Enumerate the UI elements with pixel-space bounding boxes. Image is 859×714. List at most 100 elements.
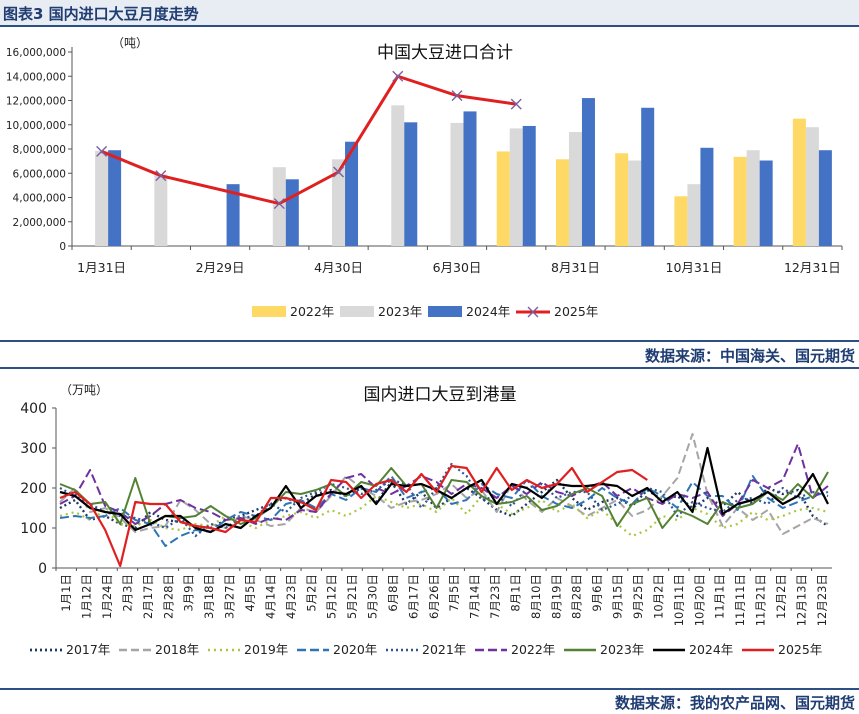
series-line-2022年	[59, 443, 829, 525]
chart1-x-label: 2月29日	[196, 260, 245, 275]
chart2-x-label: 4月23日	[284, 574, 298, 619]
legend2-label-2025年: 2025年	[778, 642, 822, 657]
marker-2025年-4	[392, 70, 404, 82]
chart2-x-label: 2月17日	[141, 574, 155, 619]
chart1-x-label: 8月31日	[551, 260, 600, 275]
bar-2022年-7	[496, 151, 510, 246]
chart1-y-tick-label: 16,000,000	[6, 47, 66, 59]
bar-2024年-2	[226, 184, 240, 246]
series-line-2019年	[59, 494, 829, 538]
chart2-x-label: 12月13日	[794, 574, 808, 626]
chart2-x-label: 6月26日	[427, 574, 441, 619]
legend-label-2025年: 2025年	[554, 304, 598, 319]
chart2-x-label: 6月17日	[406, 574, 420, 619]
divider-top	[0, 340, 859, 342]
bar-2024年-11	[759, 160, 773, 246]
chart1-title: 中国大豆进口合计	[377, 43, 513, 63]
marker-2025年-6	[510, 98, 522, 110]
legend2-label-2018年: 2018年	[155, 642, 199, 657]
chart2-x-label: 7月5日	[447, 574, 461, 612]
bar-2024年-3	[285, 179, 299, 246]
source-note-top: 数据来源：中国海关、国元期货	[644, 347, 855, 365]
legend2-label-2017年: 2017年	[66, 642, 110, 657]
legend2-label-2024年: 2024年	[689, 642, 733, 657]
legend2-label-2022年: 2022年	[511, 642, 555, 657]
chart2-x-label: 4月14日	[263, 574, 277, 619]
chart2-x-label: 3月27日	[223, 574, 237, 619]
chart2-title: 国内进口大豆到港量	[364, 385, 517, 405]
bar-2022年-10	[674, 196, 688, 246]
chart2-x-label: 2月28日	[161, 574, 175, 619]
chart1-y-tick-label: 2,000,000	[13, 217, 66, 229]
chart2-x-label: 1月12日	[80, 574, 94, 619]
chart2-x-label: 5月30日	[366, 574, 380, 619]
chart2-x-label: 2月3日	[120, 574, 134, 612]
chart1-x-label: 6月30日	[433, 260, 482, 275]
marker-2025年-3	[333, 166, 345, 178]
chart1-x-label: 10月31日	[666, 260, 723, 275]
chart2-x-label: 8月1日	[508, 574, 522, 612]
chart2-x-label: 10月2日	[651, 574, 665, 619]
chart2-x-label: 11月11日	[733, 574, 747, 626]
chart1-x-label: 1月31日	[77, 260, 126, 275]
bar-2024年-12	[818, 150, 832, 246]
series-line-2024年	[59, 446, 829, 534]
chart2-y-tick-label: 100	[20, 521, 47, 537]
bar-2023年-9	[628, 160, 642, 246]
chart2-unit: （万吨）	[60, 383, 108, 397]
chart2-x-label: 10月20日	[692, 574, 706, 626]
legend-swatch-2022年	[252, 306, 286, 317]
bar-2024年-4	[345, 141, 359, 246]
chart2-x-label: 12月2日	[774, 574, 788, 619]
chart2-x-label: 9月25日	[631, 574, 645, 619]
bar-2024年-6	[463, 111, 477, 246]
chart2-x-label: 5月2日	[304, 574, 318, 612]
series-line-2025年	[59, 464, 648, 568]
chart1-y-tick-label: 14,000,000	[6, 71, 66, 83]
chart1-x-label: 12月31日	[784, 260, 841, 275]
bar-2023年-5	[391, 105, 405, 246]
bar-2024年-8	[581, 98, 595, 246]
chart2-x-label: 5月12日	[325, 574, 339, 619]
chart1-y-tick-label: 8,000,000	[13, 144, 66, 156]
chart1-x-label: 4月30日	[314, 260, 363, 275]
figure-header: 图表3 国内进口大豆月度走势	[0, 0, 859, 27]
chart2-x-label: 8月19日	[549, 574, 563, 619]
legend2-label-2019年: 2019年	[244, 642, 288, 657]
figure-title: 图表3 国内进口大豆月度走势	[3, 5, 199, 23]
bar-2023年-12	[805, 127, 819, 246]
chart2-x-label: 3月9日	[182, 574, 196, 612]
legend2-label-2021年: 2021年	[422, 642, 466, 657]
chart2-y-tick-label: 400	[20, 401, 47, 417]
chart2-x-label: 11月1日	[713, 574, 727, 619]
bar-2023年-7	[509, 128, 523, 246]
chart2-x-label: 3月18日	[202, 574, 216, 619]
legend-label-2024年: 2024年	[466, 304, 510, 319]
soybean-import-monthly-chart: 中国大豆进口合计 （吨） 0 2,000,000 4,000,000 6,000,000 8…	[6, 36, 843, 319]
chart2-x-label: 9月6日	[590, 574, 604, 612]
chart2-x-label: 11月21日	[754, 574, 768, 626]
chart2-x-label: 4月5日	[243, 574, 257, 612]
chart2-y-tick-label: 200	[20, 481, 47, 497]
source-note-bottom: 数据来源：我的农产品网、国元期货	[614, 694, 855, 712]
bar-2024年-7	[522, 125, 536, 246]
bar-2023年-8	[568, 132, 582, 246]
chart1-y-tick-label: 10,000,000	[6, 120, 66, 132]
bar-2022年-9	[615, 153, 629, 246]
chart1-y-tick-label: 12,000,000	[6, 96, 66, 108]
chart2-x-label: 5月21日	[345, 574, 359, 619]
divider-bottom	[0, 688, 859, 690]
marker-2025年-1	[155, 170, 167, 182]
chart2-x-label: 1月1日	[59, 574, 73, 612]
chart2-x-label: 12月23日	[815, 574, 829, 626]
chart1-y-tick-label: 4,000,000	[13, 193, 66, 205]
bar-2022年-8	[555, 159, 569, 246]
bar-2023年-10	[687, 184, 701, 246]
chart2-x-label: 6月8日	[386, 574, 400, 612]
chart2-x-label: 7月14日	[468, 574, 482, 619]
chart2-x-label: 1月24日	[100, 574, 114, 619]
series-line-2017年	[59, 478, 829, 530]
chart2-x-label: 8月28日	[570, 574, 584, 619]
marker-2025年-5	[451, 90, 463, 102]
bar-2023年-6	[450, 122, 464, 246]
